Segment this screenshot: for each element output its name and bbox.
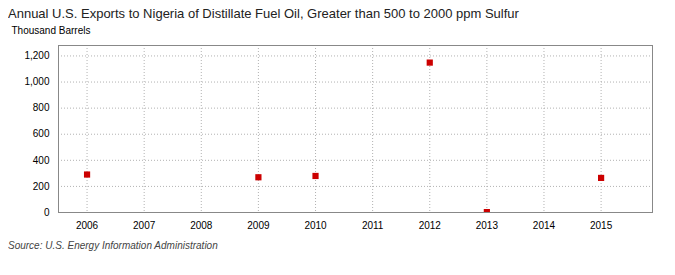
svg-text:1,000: 1,000 [24,76,49,87]
svg-text:2011: 2011 [362,220,384,231]
svg-text:400: 400 [33,155,50,166]
html-text:Annual U.S. Exports to Nigeria: Annual U.S. Exports to Nigeria of Distil… [8,6,519,21]
html-text:Source: U.S. Energy Informatio: Source: U.S. Energy Information Administ… [8,240,218,251]
svg-text:2012: 2012 [419,220,442,231]
svg-text:2009: 2009 [247,220,270,231]
svg-text:2006: 2006 [76,220,99,231]
svg-text:200: 200 [33,181,50,192]
svg-text:600: 600 [33,128,50,139]
svg-text:0: 0 [44,207,50,218]
svg-text:800: 800 [33,102,50,113]
svg-text:Thousand Barrels: Thousand Barrels [12,25,91,36]
svg-text:2015: 2015 [590,220,613,231]
svg-text:2013: 2013 [476,220,499,231]
svg-text:1,200: 1,200 [24,50,49,61]
svg-text:2008: 2008 [190,220,213,231]
svg-text:2010: 2010 [304,220,327,231]
svg-text:2007: 2007 [133,220,156,231]
svg-text:2014: 2014 [533,220,556,231]
